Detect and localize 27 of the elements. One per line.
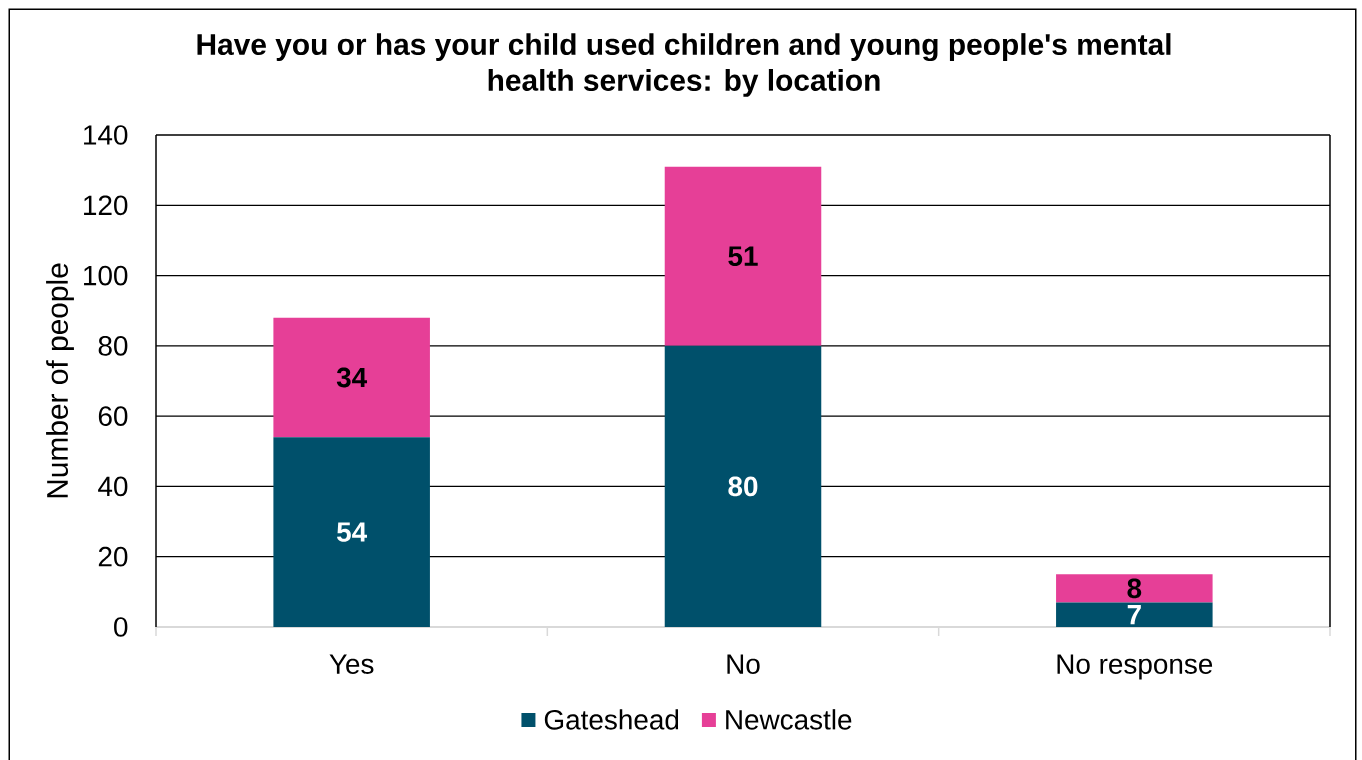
y-axis-title: Number of people — [46, 263, 74, 498]
chart-title: Have you or has your child used children and young people's mental health services: by location — [197, 33, 1171, 97]
data-label: 8 — [1127, 578, 1142, 599]
bar — [273, 437, 430, 627]
y-tick-label: 60 — [98, 406, 128, 427]
bar — [1056, 574, 1213, 603]
y-tick-label: 40 — [98, 476, 128, 497]
legend-label: Newcastle — [726, 709, 852, 730]
bar — [664, 166, 822, 346]
data-label: 54 — [337, 522, 368, 542]
y-tick-label: 120 — [84, 195, 128, 216]
legend-label: Gateshead — [544, 709, 679, 730]
y-tick-label: 0 — [114, 617, 128, 637]
x-tick-label: No — [727, 654, 760, 674]
data-label: 80 — [728, 476, 758, 497]
bar — [664, 345, 822, 627]
data-label: 7 — [1127, 605, 1141, 625]
y-tick-label: 80 — [98, 335, 128, 356]
y-tick-label: 140 — [84, 125, 128, 145]
data-label: 34 — [336, 367, 368, 388]
y-tick-label: 20 — [98, 546, 128, 567]
x-tick-label: Yes — [329, 654, 374, 674]
data-label: 51 — [728, 246, 758, 266]
bar — [1056, 602, 1213, 627]
x-tick-label: No response — [1057, 654, 1213, 680]
y-tick-label: 100 — [84, 265, 128, 286]
bar — [273, 317, 430, 438]
